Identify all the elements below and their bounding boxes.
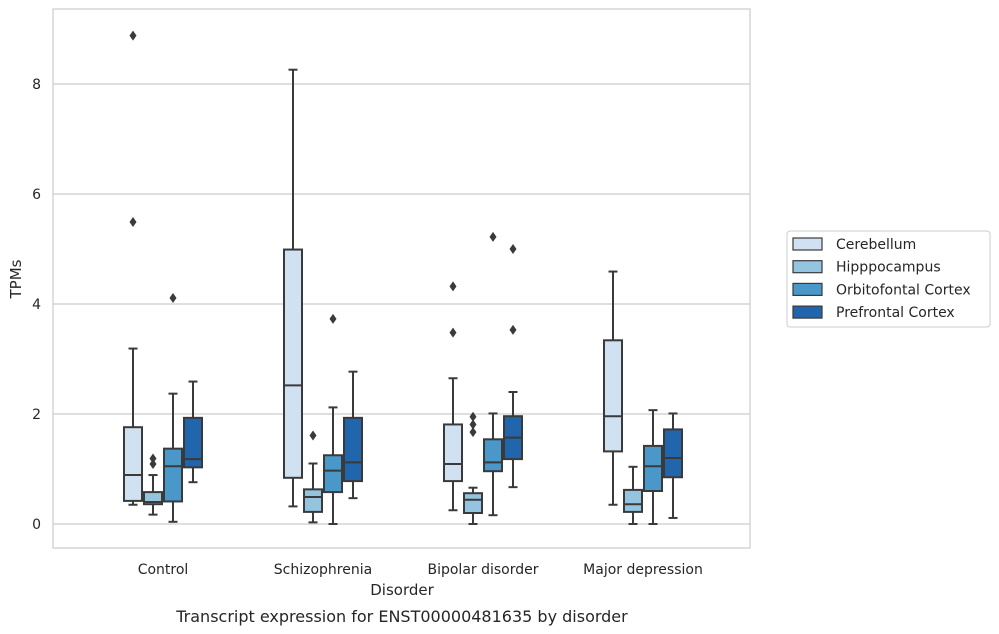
outlier-point bbox=[489, 231, 497, 242]
box-orbitofontal-cortex bbox=[323, 313, 343, 525]
outlier-point bbox=[509, 324, 517, 335]
box-body bbox=[443, 423, 463, 483]
outlier-point bbox=[469, 411, 477, 422]
legend-swatch bbox=[792, 260, 823, 274]
legend: Cerebellum Hipppocampus Orbitofontal Corte… bbox=[786, 230, 991, 328]
outlier-point bbox=[309, 430, 317, 441]
x-tick-label: Schizophrenia bbox=[274, 562, 372, 578]
box-body bbox=[123, 426, 143, 502]
outlier-point bbox=[469, 419, 477, 430]
y-tick-label: 4 bbox=[32, 297, 41, 313]
y-tick-label: 6 bbox=[32, 187, 41, 203]
chart-caption: Transcript expression for ENST0000048163… bbox=[175, 607, 628, 626]
outlier-point bbox=[129, 217, 137, 228]
box-cerebellum bbox=[123, 30, 143, 506]
legend-label: Cerebellum bbox=[836, 237, 916, 253]
outlier-point bbox=[449, 327, 457, 338]
legend-swatch bbox=[792, 305, 823, 319]
box-prefrontal-cortex bbox=[663, 412, 683, 519]
box-body bbox=[463, 492, 483, 515]
box-orbitofontal-cortex bbox=[643, 409, 663, 525]
outlier-point bbox=[149, 459, 157, 470]
box-body bbox=[183, 416, 203, 469]
box-body bbox=[643, 444, 663, 492]
box-body bbox=[303, 488, 323, 513]
box-cerebellum bbox=[603, 270, 623, 506]
box-body bbox=[163, 447, 183, 503]
x-tick-label: Major depression bbox=[583, 562, 703, 578]
box-body bbox=[343, 416, 363, 483]
box-body bbox=[323, 454, 343, 494]
box-cerebellum bbox=[443, 281, 463, 512]
outlier-point bbox=[449, 281, 457, 292]
x-axis-title: Disorder bbox=[370, 581, 434, 599]
box-hipppocampus bbox=[623, 465, 643, 525]
box-prefrontal-cortex bbox=[183, 380, 203, 484]
legend-frame bbox=[786, 230, 991, 328]
box-plots bbox=[123, 30, 683, 525]
box-hipppocampus bbox=[143, 453, 163, 516]
plot-frame bbox=[52, 8, 751, 549]
box-prefrontal-cortex bbox=[343, 370, 363, 500]
legend-label: Hipppocampus bbox=[836, 260, 941, 276]
box-prefrontal-cortex bbox=[503, 244, 523, 489]
y-tick-label: 0 bbox=[32, 517, 41, 533]
legend-label: Orbitofontal Cortex bbox=[836, 282, 971, 298]
box-body bbox=[623, 488, 643, 513]
outlier-point bbox=[329, 313, 337, 324]
legend-swatch bbox=[792, 282, 823, 296]
outlier-point bbox=[129, 30, 137, 41]
box-orbitofontal-cortex bbox=[483, 231, 503, 517]
y-tick-label: 2 bbox=[32, 407, 41, 423]
box-orbitofontal-cortex bbox=[163, 292, 183, 523]
x-tick-label: Control bbox=[138, 562, 189, 578]
box-body bbox=[603, 339, 623, 453]
outlier-point bbox=[169, 292, 177, 303]
y-tick-labels: 0 2 4 6 8 bbox=[32, 77, 41, 533]
x-tick-labels: Control Schizophrenia Bipolar disorder Majo… bbox=[138, 562, 703, 578]
x-tick-label: Bipolar disorder bbox=[427, 562, 538, 578]
y-tick-label: 8 bbox=[32, 77, 41, 93]
outlier-point bbox=[469, 427, 477, 438]
legend-swatch bbox=[792, 237, 823, 251]
outlier-point bbox=[149, 453, 157, 464]
box-body bbox=[283, 248, 303, 479]
box-body bbox=[663, 428, 683, 479]
box-body bbox=[483, 438, 503, 473]
box-hipppocampus bbox=[463, 411, 483, 525]
legend-label: Prefrontal Cortex bbox=[836, 305, 955, 321]
box-hipppocampus bbox=[303, 430, 323, 524]
outlier-point bbox=[509, 244, 517, 254]
box-cerebellum bbox=[283, 68, 303, 508]
y-axis-title: TPMs bbox=[7, 259, 25, 299]
